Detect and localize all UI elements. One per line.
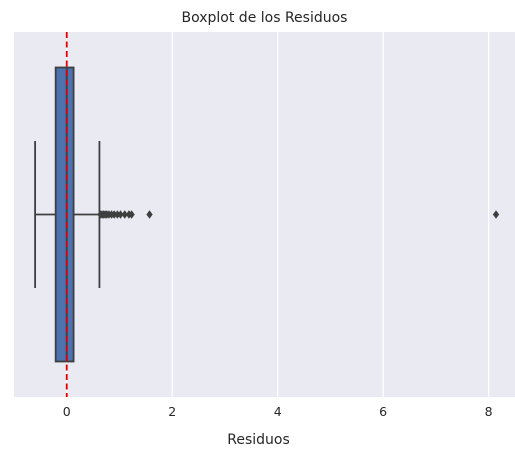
outlier-point [111,210,118,219]
outlier-point [146,210,153,219]
outlier-point [121,210,128,219]
x-tick-labels: 0 2 4 6 8 [63,404,493,419]
chart-title: Boxplot de los Residuos [182,10,348,26]
outlier-point [128,210,135,219]
x-tick-label: 2 [168,404,176,419]
box-marks [34,32,500,397]
outlier-point [114,210,121,219]
outlier-point [117,210,124,219]
outlier-point [492,210,500,219]
x-tick-label: 8 [485,404,493,419]
x-axis-label: Residuos [227,432,290,448]
x-tick-label: 6 [379,404,387,419]
x-tick-label: 4 [274,404,282,419]
iqr-box [54,66,75,363]
x-tick-label: 0 [63,404,71,419]
